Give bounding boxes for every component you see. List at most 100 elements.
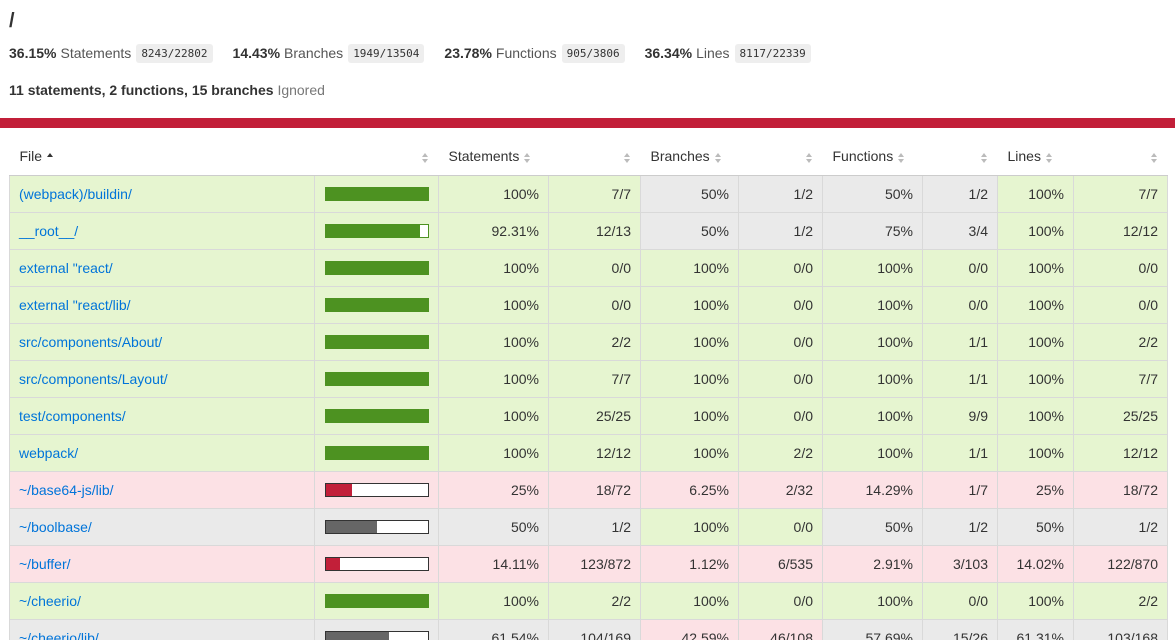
sort-icon: [980, 152, 988, 163]
branches-column-header[interactable]: Branches: [640, 138, 739, 176]
branches-pct-cell: 100%: [640, 396, 739, 435]
lines-frac-cell: 25/25: [1073, 396, 1168, 435]
branches-pct-cell: 6.25%: [640, 470, 739, 509]
branches-frac-cell: 2/32: [738, 470, 823, 509]
lines-column-header[interactable]: Lines: [997, 138, 1074, 176]
file-cell: __root__/: [9, 211, 315, 250]
file-link[interactable]: (webpack)/buildin/: [19, 185, 132, 202]
summary-label: Lines: [696, 45, 730, 61]
functions-column-header[interactable]: Functions: [822, 138, 923, 176]
branches-raw-column-header[interactable]: [738, 138, 823, 176]
statements-pct-cell: 100%: [438, 433, 549, 472]
functions-frac-cell: 1/1: [922, 433, 998, 472]
branches-pct-cell: 1.12%: [640, 544, 739, 583]
coverage-bar-fill: [326, 224, 421, 237]
file-link[interactable]: ~/boolbase/: [19, 518, 92, 535]
file-cell: src/components/Layout/: [9, 359, 315, 398]
coverage-bar-fill: [326, 261, 428, 274]
sort-icon: [524, 152, 531, 163]
statements-raw-column-header[interactable]: [548, 138, 641, 176]
table-row: external "react/lib/100% 0/0 100% 0/0 100% 0/…: [9, 285, 1168, 324]
lines-frac-cell: 12/12: [1073, 433, 1168, 472]
coverage-bar-fill: [326, 409, 428, 422]
functions-raw-column-header[interactable]: [922, 138, 998, 176]
lines-pct-cell: 100%: [997, 174, 1074, 213]
lines-frac-cell: 2/2: [1073, 581, 1168, 620]
functions-pct-cell: 50%: [822, 507, 923, 546]
branches-frac-cell: 0/0: [738, 359, 823, 398]
coverage-bar-fill: [326, 594, 428, 607]
statements-frac-cell: 25/25: [548, 396, 641, 435]
branches-pct-cell: 50%: [640, 174, 739, 213]
statements-frac-cell: 12/13: [548, 211, 641, 250]
file-cell: ~/base64-js/lib/: [9, 470, 315, 509]
coverage-bar: [325, 223, 429, 238]
coverage-bar-cell: [314, 507, 439, 546]
functions-pct-cell: 14.29%: [822, 470, 923, 509]
functions-frac-cell: 0/0: [922, 581, 998, 620]
functions-pct-cell: 2.91%: [822, 544, 923, 583]
file-cell: ~/cheerio/lib/: [9, 618, 315, 640]
file-column-header[interactable]: File: [9, 138, 315, 176]
coverage-bar-fill: [326, 372, 428, 385]
coverage-bar: [325, 371, 429, 386]
statements-pct-cell: 92.31%: [438, 211, 549, 250]
lines-pct-cell: 14.02%: [997, 544, 1074, 583]
branches-frac-cell: 2/2: [738, 433, 823, 472]
branches-frac-cell: 0/0: [738, 248, 823, 287]
sort-icon: [714, 152, 722, 163]
sort-icon: [1045, 152, 1053, 163]
summary-functions: 23.78% Functions 905/3806: [444, 43, 625, 63]
file-cell: ~/cheerio/: [9, 581, 315, 620]
branches-frac-cell: 0/0: [738, 507, 823, 546]
lines-pct-cell: 61.31%: [997, 618, 1074, 640]
coverage-bar-fill: [326, 520, 377, 533]
sort-icon: [623, 152, 631, 163]
table-row: ~/boolbase/50% 1/2 100% 0/0 50% 1/2 50% 1/2: [9, 507, 1168, 546]
file-link[interactable]: src/components/Layout/: [19, 370, 168, 387]
file-link[interactable]: external "react/lib/: [19, 296, 131, 313]
statements-frac-cell: 7/7: [548, 174, 641, 213]
branches-frac-cell: 0/0: [738, 581, 823, 620]
lines-pct-cell: 100%: [997, 322, 1074, 361]
coverage-bar-cell: [314, 322, 439, 361]
coverage-bar-cell: [314, 359, 439, 398]
table-row: ~/base64-js/lib/25% 18/72 6.25% 2/32 14.29% 1…: [9, 470, 1168, 509]
file-link[interactable]: test/components/: [19, 407, 126, 424]
functions-pct-cell: 57.69%: [822, 618, 923, 640]
sort-icon: [421, 152, 429, 163]
pic-column-header[interactable]: [314, 138, 439, 176]
lines-pct-cell: 100%: [997, 248, 1074, 287]
summary-pct: 23.78%: [444, 45, 492, 61]
file-link[interactable]: ~/cheerio/: [19, 592, 81, 609]
lines-raw-column-header[interactable]: [1073, 138, 1168, 176]
lines-frac-cell: 2/2: [1073, 322, 1168, 361]
branches-pct-cell: 100%: [640, 581, 739, 620]
coverage-bar-cell: [314, 544, 439, 583]
branches-column-label: Branches: [650, 148, 710, 165]
summary-fraction: 905/3806: [561, 43, 625, 63]
statements-column-header[interactable]: Statements: [438, 138, 549, 176]
lines-frac-cell: 12/12: [1073, 211, 1168, 250]
summary-pct: 14.43%: [232, 45, 281, 61]
functions-pct-cell: 100%: [822, 322, 923, 361]
lines-frac-cell: 1/2: [1073, 507, 1168, 546]
file-link[interactable]: src/components/About/: [19, 333, 163, 350]
file-link[interactable]: ~/cheerio/lib/: [19, 629, 99, 640]
file-link[interactable]: webpack/: [19, 444, 79, 461]
branches-frac-cell: 0/0: [738, 322, 823, 361]
statements-pct-cell: 100%: [438, 285, 549, 324]
file-link[interactable]: external "react/: [19, 259, 113, 276]
branches-frac-cell: 46/108: [738, 618, 823, 640]
summary-statements: 36.15% Statements 8243/22802: [9, 43, 213, 63]
statements-pct-cell: 25%: [438, 470, 549, 509]
file-link[interactable]: ~/base64-js/lib/: [19, 481, 114, 498]
statements-pct-cell: 100%: [438, 322, 549, 361]
coverage-bar: [325, 334, 429, 349]
statements-pct-cell: 100%: [438, 581, 549, 620]
file-cell: external "react/lib/: [9, 285, 315, 324]
ignored-label: Ignored: [277, 82, 325, 98]
file-cell: ~/boolbase/: [9, 507, 315, 546]
file-link[interactable]: __root__/: [19, 222, 79, 239]
file-link[interactable]: ~/buffer/: [19, 555, 71, 572]
